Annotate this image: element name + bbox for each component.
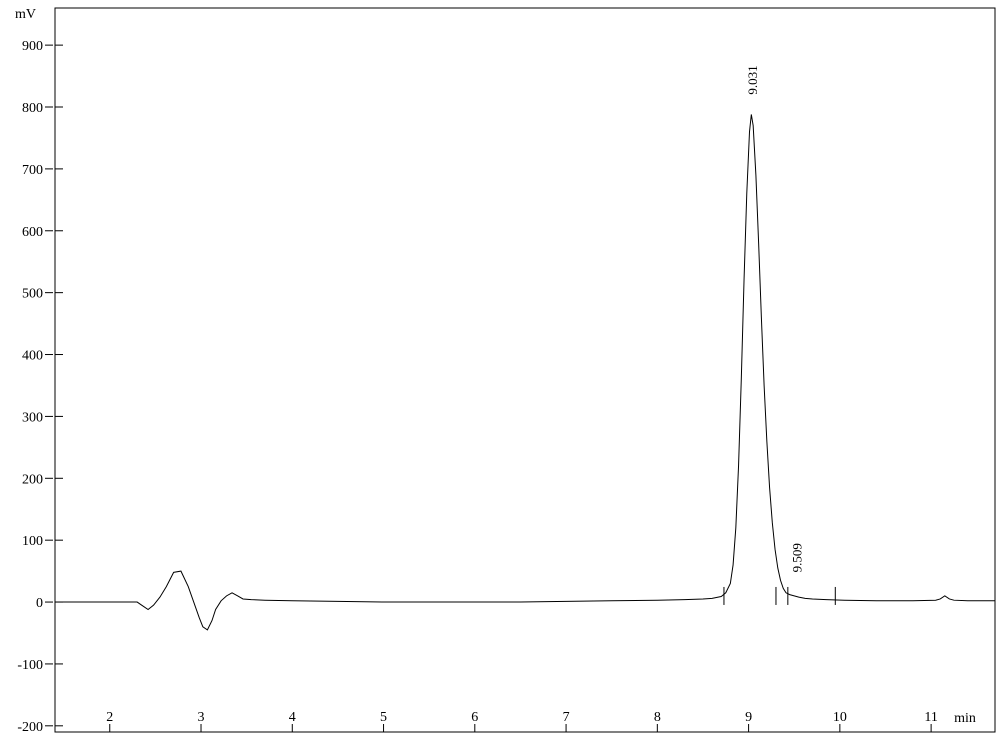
svg-text:700: 700 bbox=[22, 163, 43, 178]
peak-label: 9.509 bbox=[790, 543, 805, 572]
svg-text:9: 9 bbox=[745, 710, 752, 725]
y-axis-label: mV bbox=[15, 7, 36, 22]
svg-text:8: 8 bbox=[654, 710, 661, 725]
svg-text:800: 800 bbox=[22, 101, 43, 116]
svg-text:-200: -200 bbox=[17, 720, 43, 735]
svg-text:200: 200 bbox=[22, 472, 43, 487]
x-axis-label: min bbox=[954, 711, 976, 726]
svg-text:2: 2 bbox=[106, 710, 113, 725]
svg-text:900: 900 bbox=[22, 39, 43, 54]
svg-text:400: 400 bbox=[22, 349, 43, 364]
svg-text:-100: -100 bbox=[17, 658, 43, 673]
svg-text:10: 10 bbox=[833, 710, 847, 725]
chromatogram-chart: -200 -100 0 100 200 300 400 500 600 700 800 900 mV 2 3… bbox=[0, 0, 1000, 743]
svg-text:7: 7 bbox=[563, 710, 570, 725]
peak-label: 9.031 bbox=[745, 65, 760, 94]
svg-text:11: 11 bbox=[924, 710, 937, 725]
svg-text:100: 100 bbox=[22, 534, 43, 549]
svg-text:300: 300 bbox=[22, 410, 43, 425]
svg-text:0: 0 bbox=[36, 596, 43, 611]
svg-text:3: 3 bbox=[198, 710, 205, 725]
svg-text:600: 600 bbox=[22, 225, 43, 240]
svg-text:4: 4 bbox=[289, 710, 296, 725]
svg-text:6: 6 bbox=[471, 710, 478, 725]
svg-text:5: 5 bbox=[380, 710, 387, 725]
svg-text:500: 500 bbox=[22, 287, 43, 302]
